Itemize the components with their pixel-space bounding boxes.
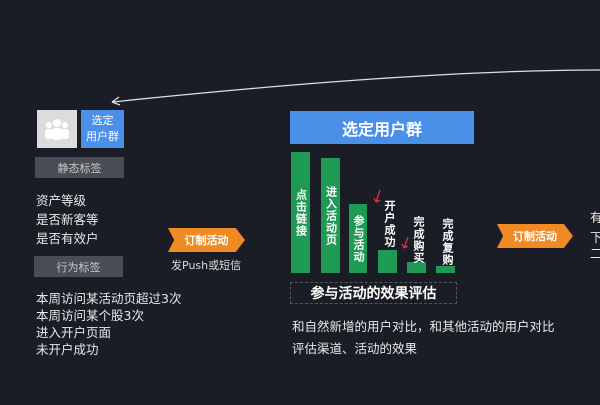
behavior-item: 本周访问某个股3次 <box>36 308 144 323</box>
custom-activity-arrow: 订制活动 <box>168 228 245 252</box>
user-group-icon <box>37 110 77 148</box>
right-partial-text: 二 <box>590 246 600 261</box>
custom-activity-arrow-2: 订制活动 <box>497 224 573 248</box>
behavior-tag-label: 行为标签 <box>34 256 123 277</box>
red-arrow-icon <box>373 189 381 203</box>
funnel-label-open-account: 开户成功 <box>383 200 396 248</box>
funnel-bar-click: 点击链接 <box>291 152 310 273</box>
behavior-item: 本周访问某活动页超过3次 <box>36 291 182 306</box>
evaluation-title: 参与活动的效果评估 <box>290 282 457 304</box>
funnel-label-repurchase: 完成复购 <box>441 218 454 266</box>
evaluation-note: 评估渠道、活动的效果 <box>292 341 418 356</box>
evaluation-note: 和自然新增的用户对比，和其他活动的用户对比 <box>292 319 555 334</box>
funnel-bar-open-account <box>378 250 397 273</box>
funnel-bar-participate: 参与活动 <box>349 204 367 273</box>
funnel-label-purchase: 完成购买 <box>412 216 425 264</box>
funnel-bar-purchase <box>407 262 426 273</box>
red-arrow-icon <box>401 236 409 249</box>
behavior-item: 未开户成功 <box>36 342 99 357</box>
funnel-bar-repurchase <box>436 266 455 273</box>
push-sms-caption: 发Push或短信 <box>171 259 242 272</box>
static-item: 资产等级 <box>36 193 87 208</box>
static-item: 是否有效户 <box>36 231 99 246</box>
behavior-item: 进入开户页面 <box>36 325 112 340</box>
middle-title: 选定用户群 <box>290 111 474 144</box>
right-partial-text: 有 <box>590 210 600 225</box>
static-item: 是否新客等 <box>36 212 99 227</box>
right-partial-text: 下 <box>590 230 600 245</box>
select-group-box: 选定 用户群 <box>81 110 124 148</box>
funnel-bar-enter-page: 进入活动页 <box>321 158 340 273</box>
static-tag-label: 静态标签 <box>35 157 124 178</box>
